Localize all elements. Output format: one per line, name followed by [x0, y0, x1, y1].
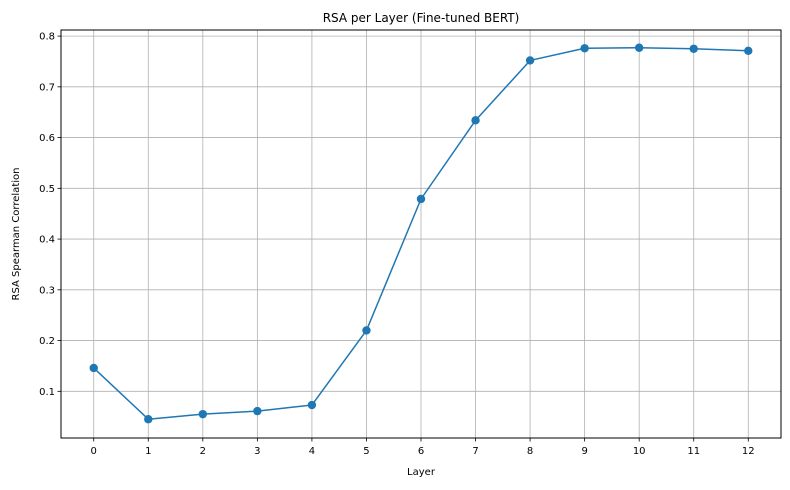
x-axis-title: Layer: [407, 467, 436, 478]
data-point: [525, 56, 535, 65]
data-point: [744, 46, 753, 56]
chart-title: RSA per Layer (Fine-tuned BERT): [323, 11, 520, 25]
data-point: [580, 44, 589, 53]
data-point: [144, 415, 153, 424]
y-tick-label: 0.1: [39, 387, 55, 398]
y-tick-label: 0.6: [39, 133, 55, 144]
x-tick-label: 12: [742, 446, 755, 457]
data-point: [471, 116, 480, 125]
y-tick-label: 0.3: [39, 285, 55, 296]
data-point: [253, 406, 262, 416]
data-point: [689, 44, 698, 53]
x-tick-label: 1: [145, 446, 151, 457]
y-axis-title: RSA Spearman Correlation: [11, 168, 22, 301]
data-point: [362, 326, 371, 335]
y-axis: 0.1 0.2 0.3 0.4 0.5 0.6 0.7 0.8: [39, 32, 61, 398]
x-tick-label: 0: [91, 446, 97, 457]
x-tick-label: 7: [472, 446, 478, 457]
x-tick-label: 8: [527, 446, 533, 457]
y-tick-label: 0.7: [39, 82, 55, 93]
y-tick-label: 0.4: [39, 235, 55, 246]
x-tick-label: 2: [200, 446, 206, 457]
x-tick-label: 11: [687, 446, 700, 457]
x-tick-label: 10: [633, 446, 646, 457]
data-point: [307, 400, 317, 410]
y-tick-label: 0.8: [39, 32, 55, 43]
x-tick-label: 9: [581, 446, 587, 457]
x-tick-label: 3: [254, 446, 260, 457]
data-point: [89, 363, 98, 373]
data-point: [198, 409, 208, 419]
y-tick-label: 0.2: [39, 336, 55, 347]
x-tick-label: 6: [418, 446, 424, 457]
data-point: [416, 194, 426, 204]
x-axis: 0 1 2 3 4 5 6 7 8 9 10 11 12: [91, 438, 755, 457]
x-tick-label: 5: [363, 446, 369, 457]
grid: [61, 30, 781, 438]
y-tick-label: 0.5: [39, 184, 55, 195]
x-tick-label: 4: [309, 446, 315, 457]
data-point: [634, 43, 644, 52]
series-layer: [89, 43, 753, 424]
